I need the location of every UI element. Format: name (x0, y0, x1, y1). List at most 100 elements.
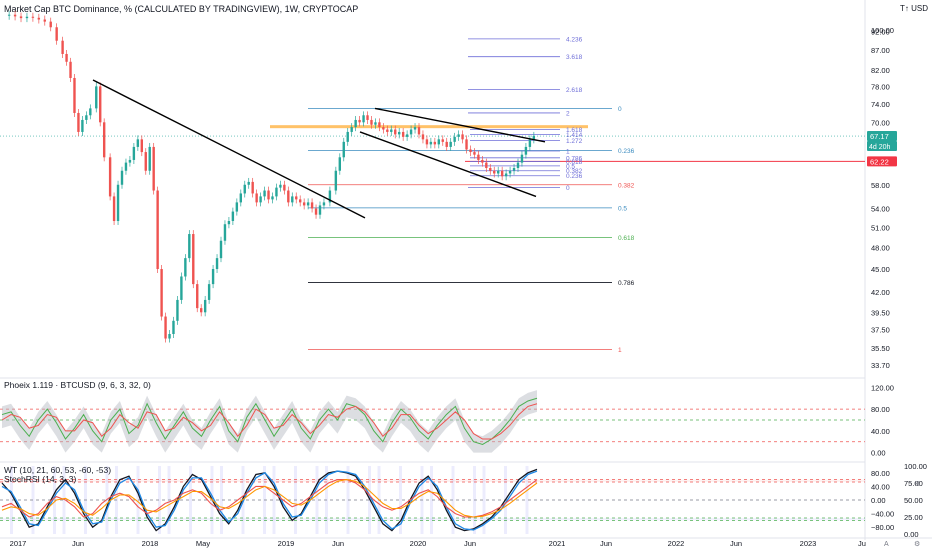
candle-body (425, 139, 429, 145)
wt-signal-stripe (430, 466, 433, 534)
time-axis[interactable]: 2017 Jun 2018 May 2019 Jun 2020 Jun 2021 Jun 2022 J… (10, 481, 921, 548)
candle-body (441, 139, 444, 142)
fib-level-label: 0.786 (566, 155, 583, 162)
candle-body (497, 170, 500, 174)
wt-signal-stripe (220, 466, 223, 534)
candle-body (528, 139, 532, 147)
candle-body (176, 299, 179, 321)
candle-body (271, 196, 274, 200)
candle-body (223, 224, 227, 241)
fib-level-label: 0.382 (566, 168, 583, 175)
candle-body (421, 134, 425, 140)
candle-body (55, 27, 58, 41)
wt-series-line (1, 468, 538, 532)
candle-body (322, 202, 326, 206)
candle-body (25, 16, 29, 19)
candle-body (81, 119, 84, 132)
candle-body (85, 115, 88, 120)
phoenix-series-line (1, 403, 538, 440)
candle-body (504, 173, 508, 177)
candle-body (144, 152, 147, 171)
phoenix-tick-label: 120.00 (871, 383, 894, 392)
candle-body (65, 53, 68, 62)
fib-level-label: 0 (618, 106, 622, 113)
candle-body (116, 184, 120, 222)
candle-body (19, 16, 23, 19)
fib-level-label: 0.236 (618, 148, 635, 155)
candle-body (120, 170, 124, 185)
fib-level-label: 0.382 (618, 182, 635, 189)
candle-body (386, 129, 389, 132)
candle-body (89, 108, 92, 116)
currency-label[interactable]: T↑ USD (900, 4, 928, 13)
candle-body (370, 119, 373, 125)
price-tick-label: 70.00 (871, 118, 890, 127)
candle-body (140, 139, 143, 153)
current-price-badge (867, 131, 897, 142)
price-tick-label: 33.70 (871, 361, 890, 370)
time-tick-label: 2018 (142, 539, 159, 548)
chart-title: Market Cap BTC Dominance, % (CALCULATED … (4, 4, 359, 14)
candle-body (211, 269, 215, 285)
phoenix-indicator-title: Phoeix 1.119 · BTCUSD (9, 6, 3, 32, 0) (4, 380, 151, 390)
candle-body (512, 168, 516, 171)
candle-body (148, 146, 151, 171)
price-tick-label: 54.00 (871, 204, 890, 213)
wt-signal-stripe (399, 466, 402, 534)
candle-body (354, 119, 357, 128)
candle-body (469, 149, 472, 153)
price-tick-label: 35.50 (871, 344, 890, 353)
candle-body (69, 61, 72, 78)
candle-body (306, 202, 310, 206)
candle-body (413, 127, 417, 130)
candle-body (247, 181, 250, 185)
time-tick-label: Jun (464, 539, 476, 548)
candle-body (417, 127, 421, 135)
candle-body (453, 136, 456, 142)
candle-body (267, 190, 270, 200)
candle-body (433, 141, 437, 145)
stochrsi-tick-label: 100.00 (904, 462, 927, 471)
price-tick-label: 82.00 (871, 66, 890, 75)
time-tick-label: Jun (332, 539, 344, 548)
phoenix-indicator-pane[interactable]: 120.00 80.00 40.00 0.00 (0, 383, 894, 458)
wt-series-line (1, 479, 538, 518)
wt-signal-stripe (525, 466, 529, 534)
fib-level-label: 1.272 (566, 138, 583, 145)
candle-body (132, 146, 136, 160)
candle-body (346, 131, 349, 142)
phoenix-tick-label: 80.00 (871, 405, 890, 414)
price-tick-label: 58.00 (871, 181, 890, 190)
candle-body (160, 269, 163, 317)
time-tick-label: 2017 (10, 539, 27, 548)
wt-tick-label: −80.00 (871, 523, 894, 532)
stochrsi-tick-label: 25.00 (904, 513, 923, 522)
price-tick-label: 45.00 (871, 265, 890, 274)
fib-level-label: 2.618 (566, 87, 583, 94)
candle-body (350, 127, 353, 132)
phoenix-tick-label: 0.00 (871, 449, 886, 458)
candle-body (196, 284, 199, 309)
candle-body (164, 316, 167, 339)
candle-body (378, 122, 381, 128)
time-tick-label: 2023 (800, 539, 817, 548)
candle-body (485, 162, 488, 169)
fib-level-label: 0.236 (566, 173, 583, 180)
fib-level-label: 3.618 (566, 54, 583, 61)
wt-signal-stripe (482, 466, 486, 534)
time-tick-label: May (196, 539, 210, 548)
countdown-badge (867, 141, 897, 152)
candle-body (477, 154, 480, 160)
wavetrend-indicator-pane[interactable]: 80.00 40.00 0.00 −40.00 −80.00 100.00 75.00 50.… (0, 462, 927, 539)
candle-body (128, 159, 132, 163)
candle-body (366, 115, 369, 120)
candle-body (49, 21, 52, 28)
price-tick-label: 37.50 (871, 326, 890, 335)
wt-oversold-zone (0, 518, 865, 521)
countdown-value: 4d 20h (869, 144, 891, 151)
candle-body (275, 187, 278, 197)
price-tick-label: 100.00 (871, 26, 894, 35)
candle-body (259, 196, 262, 203)
